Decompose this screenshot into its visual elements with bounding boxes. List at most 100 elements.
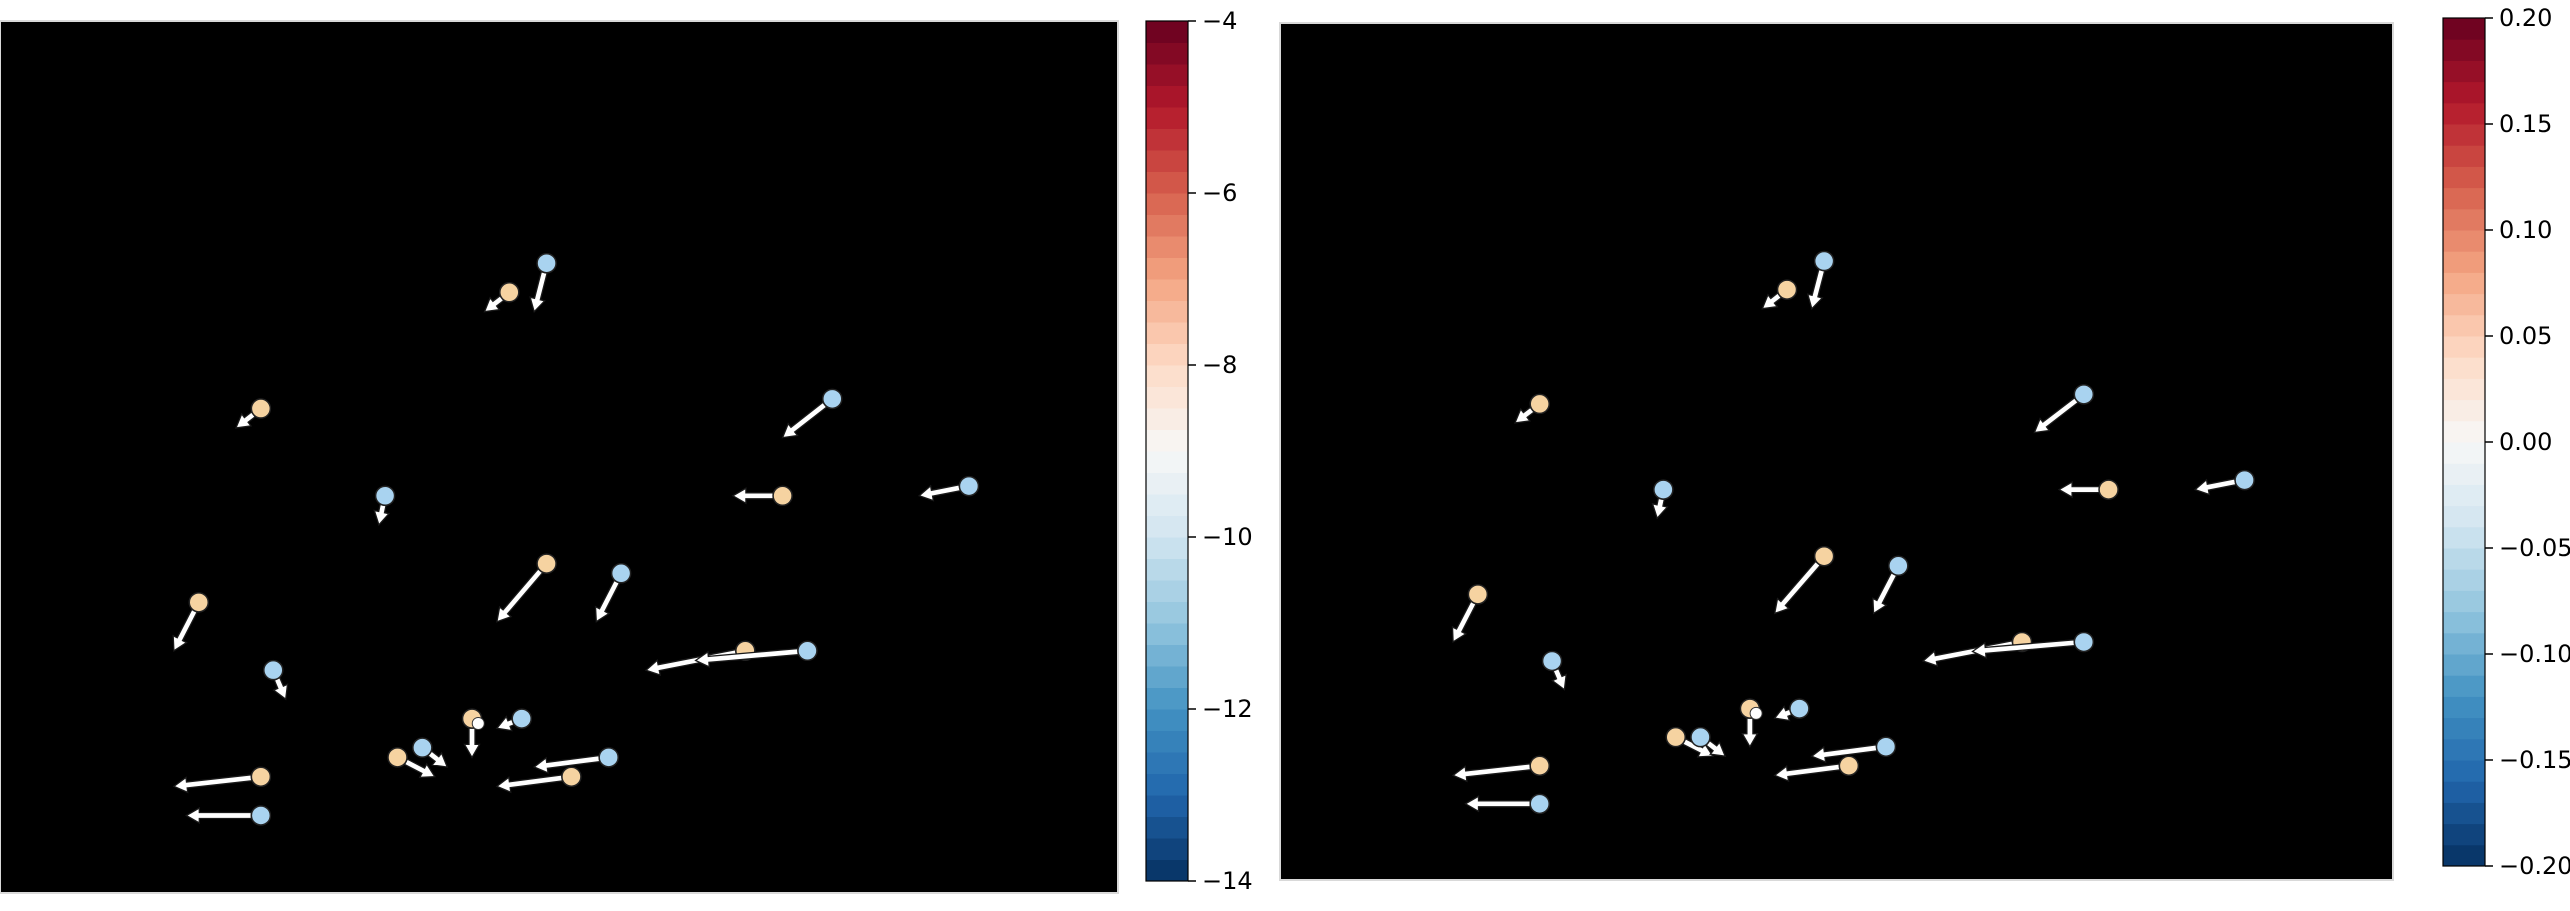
colorbar-tick-label: −0.05 <box>2499 534 2570 562</box>
team-b-player-marker <box>511 708 532 729</box>
team-b-player-marker <box>536 252 557 274</box>
team-a-player <box>496 553 557 623</box>
team-b-player <box>1651 479 1674 520</box>
team-a-player <box>1513 393 1550 424</box>
colorbar-tick-label: −14 <box>1202 867 1253 895</box>
team-b-player-marker <box>2073 631 2095 653</box>
team-b-player <box>1872 555 1909 615</box>
team-a-player-marker <box>250 766 272 787</box>
team-b-player <box>2193 469 2255 496</box>
team-b-player-marker <box>797 640 818 662</box>
team-a-player-marker <box>1665 726 1686 748</box>
team-b-player <box>373 485 396 527</box>
velocity-arrow <box>496 567 544 623</box>
team-b-player <box>694 640 818 668</box>
team-b-player-marker <box>250 805 272 826</box>
velocity-arrow <box>1810 744 1878 764</box>
team-b-player-marker <box>598 747 619 768</box>
team-b-player-marker <box>2234 469 2255 491</box>
colorbar-tick-label: −12 <box>1202 695 1253 723</box>
colorbar-tick-label: −0.20 <box>2499 852 2570 880</box>
team-b-player-marker <box>1529 793 1550 815</box>
velocity-arrow <box>917 484 961 502</box>
pitch-border <box>1279 22 2394 881</box>
team-a-player <box>495 766 582 794</box>
velocity-arrow <box>427 750 449 768</box>
velocity-arrow <box>1451 763 1532 783</box>
team-a-player-marker <box>188 592 210 613</box>
team-b-player-marker <box>1690 726 1711 748</box>
team-b-player-marker <box>412 737 433 758</box>
velocity-arrow <box>403 758 436 779</box>
team-a-player-marker <box>772 485 793 507</box>
velocity-arrow <box>1741 717 1759 749</box>
team-a-player <box>1773 755 1860 783</box>
ball-marker <box>1749 706 1763 720</box>
velocity-arrow <box>483 294 505 313</box>
team-b-player <box>594 563 632 623</box>
team-b-player-marker <box>610 563 632 584</box>
team-a-player-marker <box>499 282 520 303</box>
players <box>1451 250 2255 815</box>
ball-marker <box>471 716 485 730</box>
colorbar-tick-label: 0.20 <box>2499 4 2552 32</box>
colorbar-tick-label: 0.05 <box>2499 322 2552 350</box>
velocity-arrow <box>694 647 799 668</box>
team-b-player <box>1690 726 1727 757</box>
team-b-player-marker <box>1888 555 1909 577</box>
team-b-player <box>1773 698 1810 722</box>
colorbar-tick-label: 0.10 <box>2499 216 2552 244</box>
team-a-player-marker <box>536 553 557 574</box>
team-a-player <box>2057 479 2119 500</box>
team-b-player <box>532 747 619 774</box>
colorbar-gradient <box>1146 21 1188 882</box>
team-a-player-marker <box>1467 584 1489 605</box>
team-b-player <box>184 805 272 826</box>
team-b-player <box>1464 793 1550 815</box>
velocity-arrow <box>172 608 198 652</box>
colorbar-tick-label: −4 <box>1202 7 1237 35</box>
velocity-arrow <box>1806 268 1826 310</box>
velocity-arrow <box>1761 292 1783 310</box>
team-b-player-marker <box>263 659 284 681</box>
velocity-arrow <box>1513 406 1535 424</box>
team-a-player <box>483 282 520 313</box>
colorbar-tick-label: 0.15 <box>2499 110 2552 138</box>
velocity-arrow <box>1872 571 1898 615</box>
velocity-arrow <box>495 774 564 794</box>
velocity-arrow <box>272 676 289 701</box>
velocity-arrow <box>2033 396 2080 434</box>
right-colorbar: −0.20 −0.15 −0.10 −0.05 0.00 0.05 0.10 0.15 0.20 <box>2442 4 2570 880</box>
velocity-arrow <box>1451 600 1477 644</box>
team-a-player-marker <box>1776 279 1798 300</box>
team-b-player-marker <box>1875 736 1897 757</box>
colorbar-tick-label: −8 <box>1202 351 1237 379</box>
team-a-player <box>1665 726 1714 758</box>
team-b-player <box>1810 736 1897 764</box>
velocity-arrow <box>1705 739 1727 757</box>
team-a-player <box>172 592 210 652</box>
velocity-arrow <box>2057 480 2100 499</box>
team-b-player-marker <box>2073 384 2095 405</box>
team-b-player <box>2033 384 2095 434</box>
velocity-arrow <box>172 774 253 794</box>
team-b-player <box>1806 250 1835 310</box>
velocity-arrow <box>2193 478 2237 496</box>
velocity-arrow <box>731 487 774 505</box>
team-a-player-marker <box>2098 479 2119 500</box>
team-a-player-marker <box>387 747 408 768</box>
colorbar-frame <box>1145 20 1189 882</box>
colorbar-tick-label: −0.10 <box>2499 640 2570 668</box>
velocity-arrow <box>1773 560 1822 615</box>
team-b-player <box>781 388 843 439</box>
team-b-player <box>263 659 289 701</box>
team-a-player-marker <box>1529 755 1550 776</box>
colorbar-tick-label: −0.15 <box>2499 746 2570 774</box>
pitch-border <box>0 20 1119 894</box>
team-a-player-marker <box>1838 755 1860 776</box>
team-a-player <box>731 485 793 507</box>
team-a-player-marker <box>1813 545 1835 567</box>
velocity-arrow <box>463 727 481 759</box>
velocity-arrow <box>529 270 548 313</box>
